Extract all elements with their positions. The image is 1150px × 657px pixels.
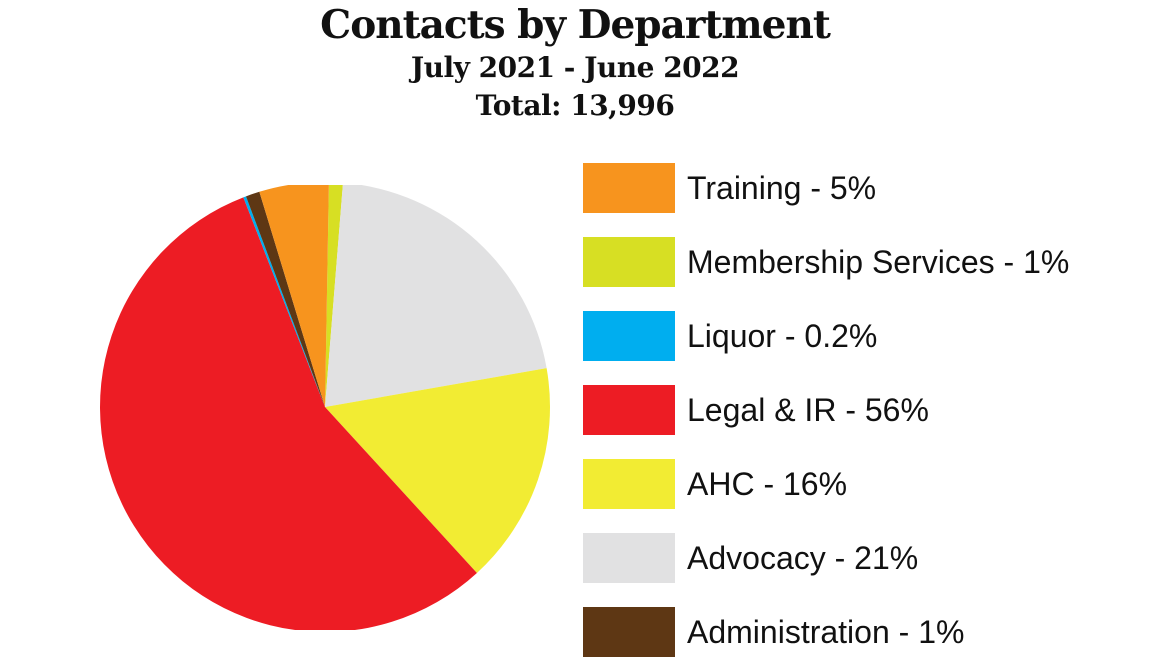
pie-slice-training	[259, 185, 329, 407]
pie-slice-ahc	[325, 368, 551, 573]
legend-label-training: Training - 5%	[687, 170, 877, 206]
legend-label-legal-ir: Legal & IR - 56%	[687, 392, 929, 428]
pie-slice-advocacy	[325, 185, 547, 407]
pie-slice-membership-services	[325, 185, 343, 407]
pie-slice-administration	[245, 191, 325, 407]
legend-item-liquor: Liquor - 0.2%	[583, 311, 1143, 361]
legend-item-ahc: AHC - 16%	[583, 459, 1143, 509]
legend-swatch-training	[583, 163, 675, 213]
chart-total: Total: 13,996	[475, 89, 675, 122]
legend-item-advocacy: Advocacy - 21%	[583, 533, 1143, 583]
pie-slice-legal-ir	[100, 197, 477, 630]
pie-slice-liquor	[243, 196, 325, 407]
legend-swatch-administration	[583, 607, 675, 657]
legend-item-administration: Administration - 1%	[583, 607, 1143, 657]
legend-swatch-liquor	[583, 311, 675, 361]
legend-swatch-ahc	[583, 459, 675, 509]
pie-chart	[100, 185, 551, 630]
legend-item-membership-services: Membership Services - 1%	[583, 237, 1143, 287]
legend-swatch-advocacy	[583, 533, 675, 583]
legend-item-legal-ir: Legal & IR - 56%	[583, 385, 1143, 435]
chart-title: Contacts by Department	[320, 2, 831, 48]
legend-swatch-membership-services	[583, 237, 675, 287]
legend-label-liquor: Liquor - 0.2%	[687, 318, 878, 354]
chart-subtitle: July 2021 - June 2022	[410, 51, 740, 84]
legend-label-membership-services: Membership Services - 1%	[687, 244, 1070, 280]
legend-item-training: Training - 5%	[583, 163, 1143, 213]
legend-label-ahc: AHC - 16%	[687, 466, 848, 502]
legend-swatch-legal-ir	[583, 385, 675, 435]
legend-label-advocacy: Advocacy - 21%	[687, 540, 919, 576]
legend-label-administration: Administration - 1%	[687, 614, 965, 650]
